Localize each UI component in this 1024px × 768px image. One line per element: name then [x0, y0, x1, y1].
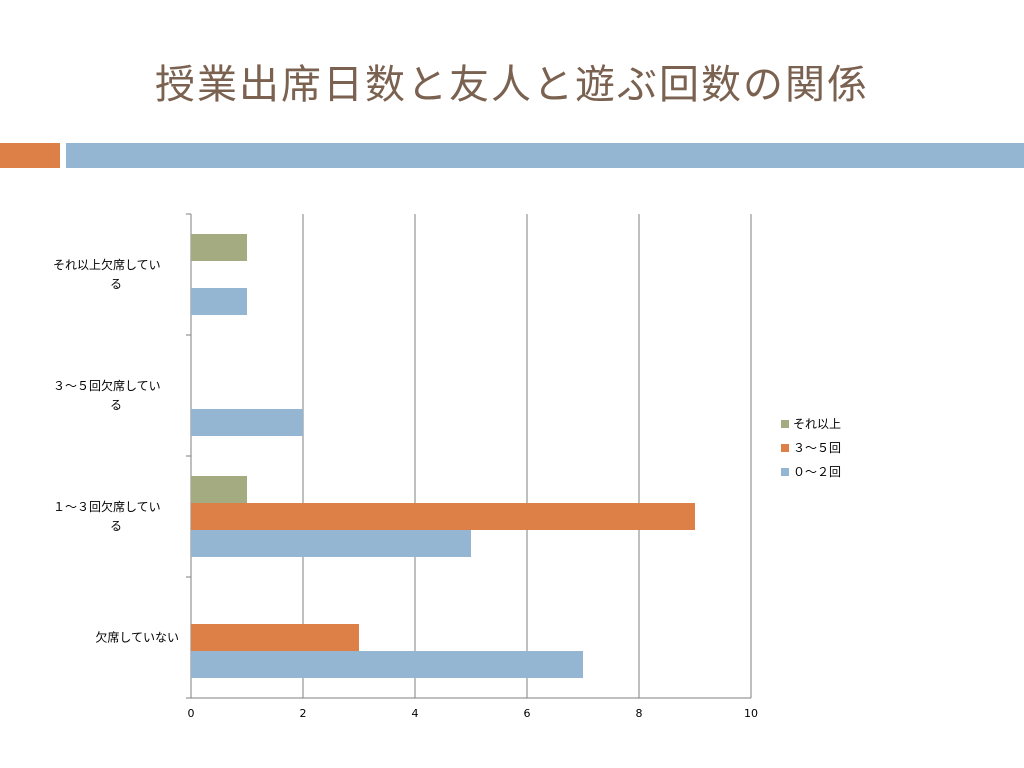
bar-series-0-2 [191, 288, 247, 315]
accent-band-blue [66, 143, 1024, 168]
bar-series-3-5 [191, 503, 695, 530]
bar-series-0-2 [191, 409, 303, 436]
x-tick-label: 4 [412, 707, 419, 720]
x-tick-label: 8 [636, 707, 643, 720]
bar-series-0-2 [191, 651, 583, 678]
x-tick-label: 2 [300, 707, 307, 720]
legend-label: ０～２回 [793, 465, 841, 479]
bar-series-3-5 [191, 624, 359, 651]
legend-swatch [781, 468, 789, 476]
x-tick-label: 6 [524, 707, 531, 720]
y-category-label: 欠席していない [95, 630, 179, 645]
bar-series-more [191, 234, 247, 261]
y-category-label: る [110, 519, 122, 533]
legend-label: ３～５回 [793, 441, 841, 455]
legend-label: それ以上 [793, 417, 841, 431]
y-category-label: る [110, 398, 122, 412]
y-category-label: る [110, 277, 122, 291]
slide-title: 授業出席日数と友人と遊ぶ回数の関係 [155, 62, 869, 108]
bar-series-0-2 [191, 530, 471, 557]
y-category-label: １～３回欠席してい [53, 499, 161, 514]
bar-series-more [191, 476, 247, 503]
y-category-label: ３～５回欠席してい [53, 378, 161, 393]
x-tick-label: 0 [188, 707, 195, 720]
accent-band-orange [0, 143, 60, 168]
legend-swatch [781, 444, 789, 452]
y-category-label: それ以上欠席してい [53, 257, 161, 272]
x-tick-label: 10 [744, 707, 758, 720]
legend-swatch [781, 420, 789, 428]
